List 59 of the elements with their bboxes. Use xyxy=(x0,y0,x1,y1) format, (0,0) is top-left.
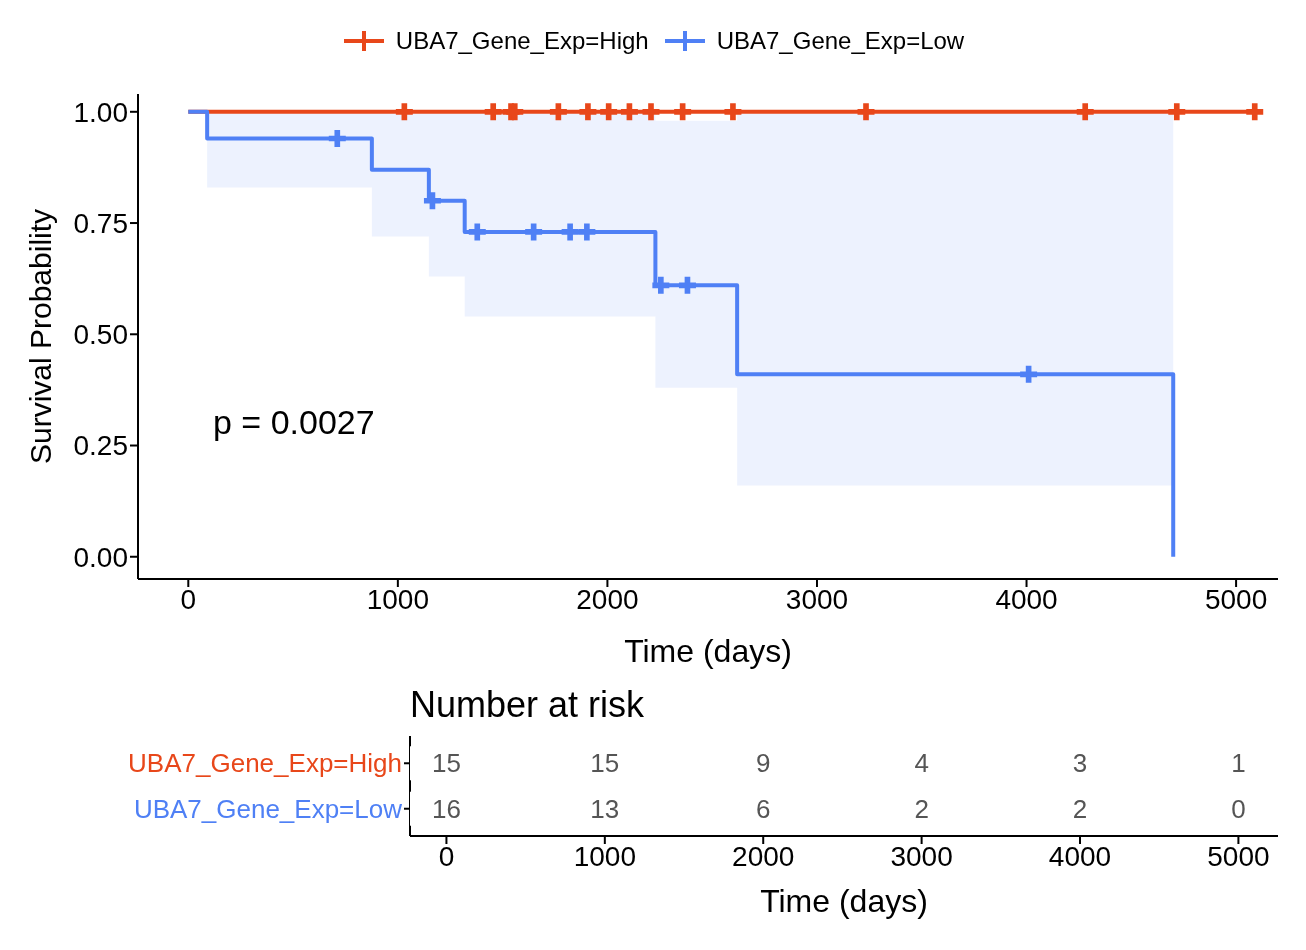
point xyxy=(395,103,413,121)
y-tick-label: 1.00 xyxy=(73,96,128,128)
x-tick-label: 3000 xyxy=(890,840,953,872)
data-label: 2 xyxy=(914,793,929,824)
point xyxy=(468,223,486,241)
x-tick-label: 1000 xyxy=(573,840,636,872)
point xyxy=(328,130,346,147)
data-label: 3 xyxy=(1072,748,1088,779)
x-axis-title: Time (days) xyxy=(760,883,928,919)
y-tick-label: 0.00 xyxy=(73,541,128,573)
data-label: 16 xyxy=(431,793,461,824)
point xyxy=(620,103,638,121)
point xyxy=(600,103,618,121)
x-tick-label: 5000 xyxy=(1204,583,1268,615)
y-axis-title: Survival Probability xyxy=(23,208,57,465)
y-tick-label: 0.75 xyxy=(73,207,128,239)
point xyxy=(506,103,524,121)
x-tick-label: 5000 xyxy=(1207,840,1270,872)
annotation: p = 0.0027 xyxy=(213,403,375,442)
data-label: 15 xyxy=(431,748,461,779)
point xyxy=(561,223,579,241)
point xyxy=(549,103,567,121)
data-label: 15 xyxy=(590,748,620,779)
point xyxy=(1076,103,1094,121)
x-tick-label: 3000 xyxy=(785,583,849,615)
x-axis-title: Time (days) xyxy=(624,633,792,669)
data-label: 1 xyxy=(1231,748,1246,779)
data-label: 2 xyxy=(1072,793,1088,824)
point xyxy=(484,103,502,121)
y-tick-label: 0.25 xyxy=(73,430,128,462)
legend-label: UBA7_Gene_Exp=Low xyxy=(716,27,965,55)
point xyxy=(1168,103,1186,121)
data-label: 4 xyxy=(914,748,929,779)
x-tick-label: 4000 xyxy=(1048,840,1112,872)
point xyxy=(857,103,875,121)
point xyxy=(579,103,597,121)
x-tick-label: 0 xyxy=(438,840,455,872)
point xyxy=(724,103,742,121)
data-label: 13 xyxy=(590,793,620,824)
data-label: 0 xyxy=(1231,793,1246,824)
point xyxy=(1020,365,1038,383)
point xyxy=(423,192,441,210)
point xyxy=(652,276,670,294)
chart-title: Number at risk xyxy=(409,684,646,727)
legend-label: UBA7_Gene_Exp=High xyxy=(395,27,649,55)
point xyxy=(674,103,692,121)
point xyxy=(678,276,696,294)
x-tick-label: 2000 xyxy=(732,840,795,872)
point xyxy=(578,223,596,241)
y-tick-label: 0.50 xyxy=(73,319,128,351)
data-label: 6 xyxy=(755,793,771,824)
point xyxy=(642,103,660,121)
point xyxy=(525,223,543,241)
data-label: 9 xyxy=(755,748,771,779)
x-tick-label: 2000 xyxy=(576,583,639,615)
x-tick-label: 1000 xyxy=(366,583,429,615)
x-tick-label: 4000 xyxy=(995,583,1058,615)
point xyxy=(1246,103,1264,121)
x-tick-label: 0 xyxy=(180,583,197,615)
